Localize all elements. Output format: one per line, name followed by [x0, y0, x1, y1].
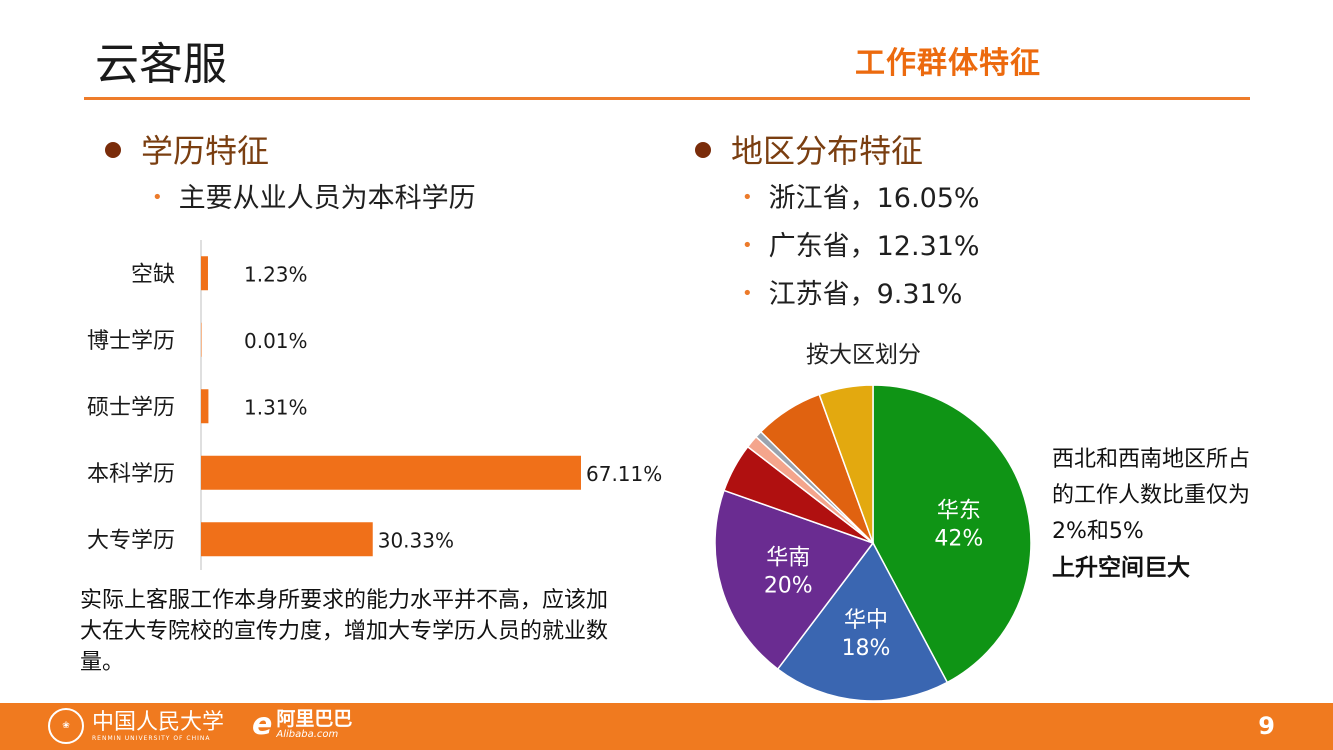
- bar-category-label: 大专学历: [87, 528, 175, 553]
- title-divider: [84, 97, 1250, 100]
- region-item: • 浙江省，16.05%: [742, 183, 980, 214]
- bullet-icon: •: [742, 187, 753, 208]
- pie-slice-value: 20%: [764, 573, 813, 598]
- education-bar-chart: 空缺 1.23% 博士学历 0.01% 硕士学历 1.31% 本科学历 67.11% 大专学历 3…: [87, 240, 662, 570]
- pie-slice: [872, 384, 1032, 684]
- bar: [201, 322, 202, 357]
- bar: [201, 256, 208, 291]
- renmin-university-logo: ❀ 中国人民大学 RENMIN UNIVERSITY OF CHINA: [48, 707, 224, 745]
- bar-value-label: 0.01%: [244, 329, 308, 353]
- bar-category-label: 硕士学历: [87, 395, 175, 420]
- university-name-en: RENMIN UNIVERSITY OF CHINA: [92, 734, 211, 742]
- alibaba-logo: e 阿里巴巴 Alibaba.com: [252, 707, 352, 742]
- region-item: • 广东省，12.31%: [742, 231, 980, 262]
- pie-slice-label: 华东: [937, 499, 981, 524]
- bullet-icon: [695, 142, 711, 158]
- region-pie-chart: 华东 42% 华中 18% 华南 20%: [714, 384, 1032, 702]
- bar-category-label: 博士学历: [87, 329, 175, 354]
- university-name-cn: 中国人民大学: [92, 709, 225, 735]
- bullet-icon: [105, 142, 121, 158]
- pie-slice-value: 18%: [842, 636, 891, 661]
- region-heading: 地区分布特征: [695, 126, 923, 172]
- bar: [201, 455, 581, 490]
- page-number: 9: [1258, 712, 1275, 740]
- pie-slice-label: 华南: [766, 545, 810, 570]
- bar-value-label: 1.31%: [244, 395, 308, 419]
- page-title: 云客服: [95, 39, 227, 90]
- bar: [201, 389, 209, 424]
- pie-slice: [818, 384, 874, 544]
- side-note-emphasis: 上升空间巨大: [1052, 555, 1190, 581]
- alibaba-name-cn: 阿里巴巴: [276, 708, 353, 730]
- section-title: 工作群体特征: [855, 46, 1041, 81]
- bar: [201, 522, 373, 557]
- education-heading: 学历特征: [105, 126, 269, 172]
- pie-slice: [776, 541, 949, 702]
- bar-category-label: 空缺: [131, 262, 175, 287]
- bar-category-label: 本科学历: [87, 462, 175, 487]
- side-note-text: 西北和西南地区所占的工作人数比重仅为2%和5%: [1052, 447, 1251, 544]
- footer-bar: [0, 703, 1333, 750]
- pie-slice-label: 华中: [844, 608, 888, 633]
- pie-title: 按大区划分: [806, 342, 921, 368]
- pie-slice-value: 42%: [934, 527, 983, 552]
- bar-value-label: 30.33%: [378, 528, 454, 552]
- bullet-icon: •: [152, 187, 163, 208]
- bar-value-label: 1.23%: [244, 262, 308, 286]
- region-side-note: 西北和西南地区所占的工作人数比重仅为2%和5% 上升空间巨大: [1052, 442, 1262, 586]
- alibaba-name-en: Alibaba.com: [276, 729, 339, 740]
- bullet-icon: •: [742, 283, 753, 304]
- university-seal-icon: ❀: [48, 708, 84, 744]
- education-note: 实际上客服工作本身所要求的能力水平并不高，应该加大在大专院校的宣传力度，增加大专…: [80, 588, 609, 675]
- bar-value-label: 67.11%: [586, 462, 662, 486]
- pie-slice: [714, 489, 875, 671]
- region-item: • 江苏省，9.31%: [742, 279, 963, 310]
- alibaba-mark-icon: e: [252, 707, 273, 742]
- bullet-icon: •: [742, 235, 753, 256]
- education-subpoint: • 主要从业人员为本科学历: [152, 183, 476, 214]
